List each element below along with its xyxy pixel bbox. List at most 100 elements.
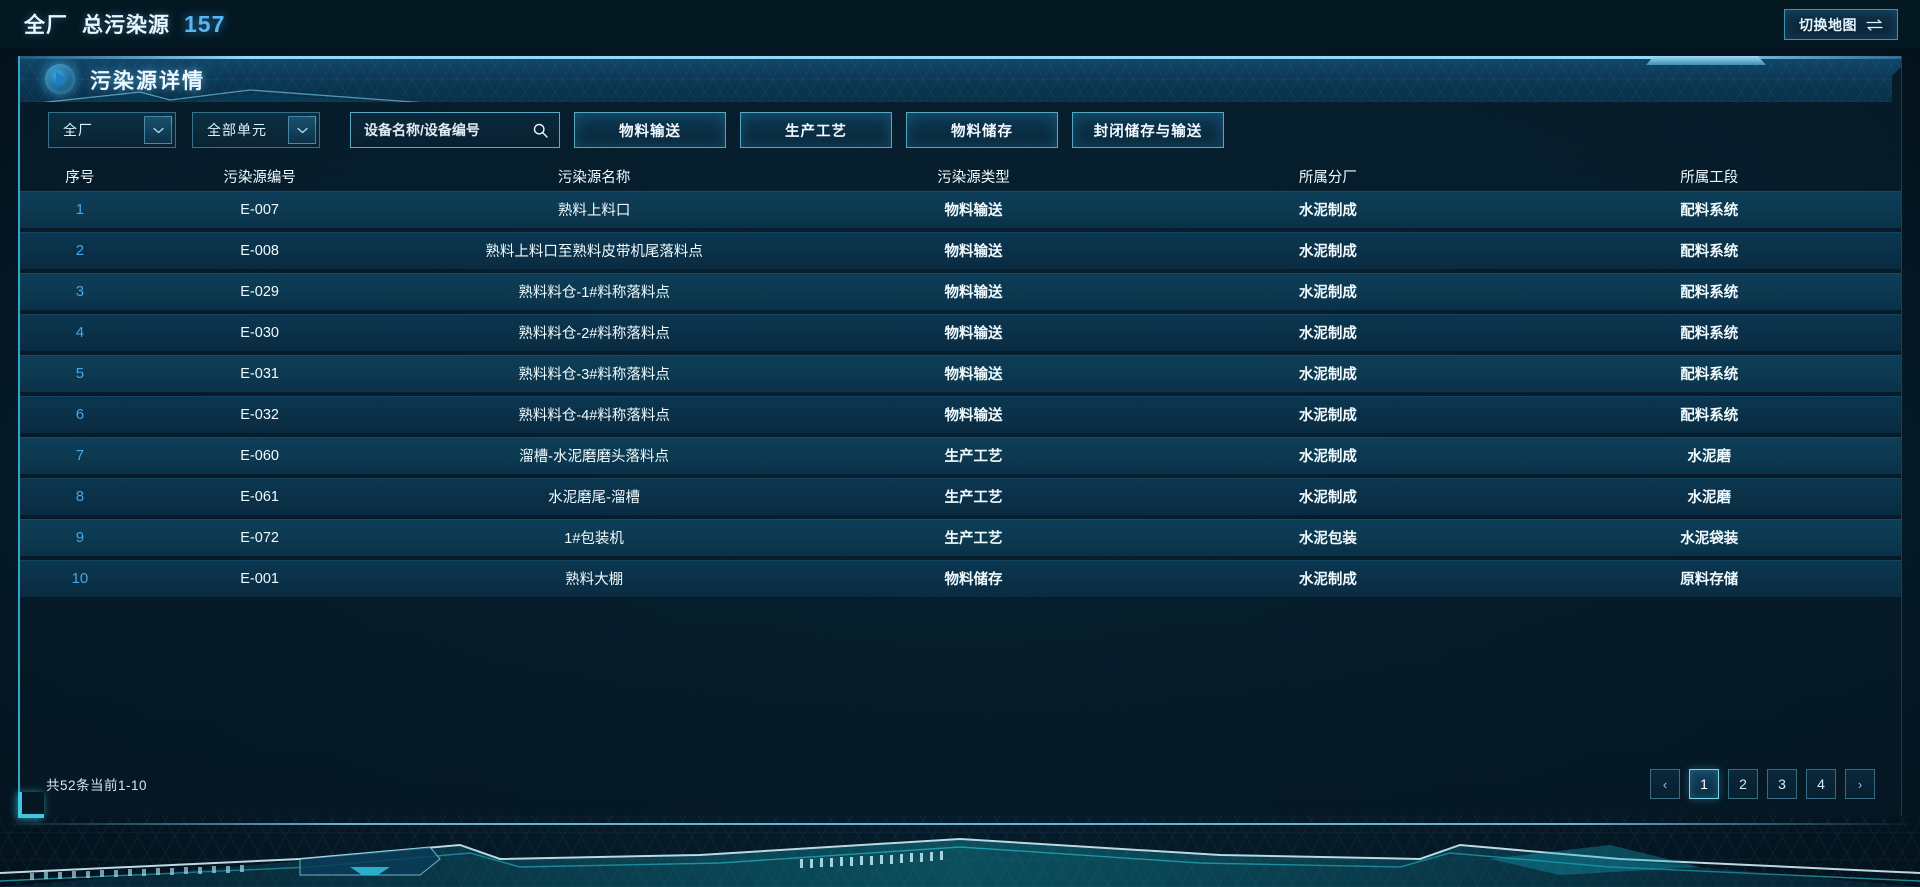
- table-row[interactable]: 3 E-029 熟料料仓-1#料称落料点 物料输送 水泥制成 配料系统: [20, 273, 1901, 310]
- pagination-page-3[interactable]: 3: [1767, 769, 1797, 799]
- cell-section: 配料系统: [1680, 203, 1739, 219]
- chevron-down-icon[interactable]: [288, 116, 316, 144]
- table-row[interactable]: 2 E-008 熟料上料口至熟料皮带机尾落料点 物料输送 水泥制成 配料系统: [20, 232, 1901, 269]
- cell-name: 熟料大棚: [565, 572, 624, 588]
- cell-plant: 水泥制成: [1298, 326, 1357, 342]
- cell-index: 1: [75, 201, 85, 218]
- filter-button-material-transport[interactable]: 物料输送: [574, 112, 726, 148]
- plant-select[interactable]: 全厂: [48, 112, 176, 148]
- switch-map-button[interactable]: 切换地图: [1784, 9, 1898, 40]
- table-row[interactable]: 10 E-001 熟料大棚 物料储存 水泥制成 原料存储: [20, 560, 1901, 597]
- cell-code: E-029: [240, 283, 279, 300]
- table-body: 1 E-007 熟料上料口 物料输送 水泥制成 配料系统 2 E-008 熟料上料口至熟料皮带机…: [20, 191, 1901, 601]
- cell-plant: 水泥制成: [1298, 449, 1357, 465]
- cell-code: E-072: [240, 529, 279, 546]
- cell-section: 配料系统: [1680, 244, 1739, 260]
- pagination-prev-button[interactable]: ‹: [1650, 769, 1680, 799]
- cell-name: 水泥磨尾-溜槽: [548, 490, 640, 506]
- cell-plant: 水泥制成: [1298, 572, 1357, 588]
- column-header-code: 污染源编号: [223, 169, 296, 186]
- cell-plant: 水泥制成: [1298, 367, 1357, 383]
- cell-section: 配料系统: [1680, 326, 1739, 342]
- cell-type: 物料输送: [944, 285, 1003, 301]
- cell-type: 生产工艺: [944, 449, 1003, 465]
- pollution-source-panel: 污染源详情 全厂 全部单元: [18, 56, 1902, 818]
- play-circle-icon: [45, 64, 75, 94]
- cell-section: 配料系统: [1680, 367, 1739, 383]
- panel-corner-decor: [18, 792, 44, 818]
- pagination-page-1[interactable]: 1: [1689, 769, 1719, 799]
- bottom-hud-decoration: [0, 815, 1920, 887]
- table-row[interactable]: 8 E-061 水泥磨尾-溜槽 生产工艺 水泥制成 水泥磨: [20, 478, 1901, 515]
- table-row[interactable]: 9 E-072 1#包装机 生产工艺 水泥包装 水泥袋装: [20, 519, 1901, 556]
- switch-map-label: 切换地图: [1799, 16, 1857, 33]
- cell-code: E-007: [240, 201, 279, 218]
- search-box[interactable]: [350, 112, 590, 148]
- pagination-page-2[interactable]: 2: [1728, 769, 1758, 799]
- plant-select-value: 全厂: [63, 122, 93, 138]
- cell-name: 熟料料仓-4#料称落料点: [518, 408, 670, 424]
- filter-toolbar: 全厂 全部单元: [30, 111, 1224, 149]
- cell-index: 10: [71, 570, 89, 587]
- table-row[interactable]: 7 E-060 溜槽-水泥磨磨头落料点 生产工艺 水泥制成 水泥磨: [20, 437, 1901, 474]
- cell-section: 水泥磨: [1687, 449, 1732, 465]
- unit-select-value: 全部单元: [207, 122, 267, 138]
- cell-plant: 水泥制成: [1298, 490, 1357, 506]
- hexagon-pattern-decor: [20, 56, 1901, 102]
- hud-top-line: [0, 823, 1920, 825]
- cell-index: 2: [75, 242, 85, 259]
- cell-name: 熟料上料口至熟料皮带机尾落料点: [485, 244, 703, 260]
- column-header-type: 污染源类型: [937, 169, 1010, 186]
- column-header-index: 序号: [65, 169, 95, 186]
- cell-type: 物料输送: [944, 203, 1003, 219]
- cell-type: 物料储存: [944, 572, 1003, 588]
- cell-type: 生产工艺: [944, 531, 1003, 547]
- cell-name: 熟料料仓-2#料称落料点: [518, 326, 670, 342]
- table-row[interactable]: 1 E-007 熟料上料口 物料输送 水泥制成 配料系统: [20, 191, 1901, 228]
- unit-select[interactable]: 全部单元: [192, 112, 320, 148]
- table-row[interactable]: 6 E-032 熟料料仓-4#料称落料点 物料输送 水泥制成 配料系统: [20, 396, 1901, 433]
- cell-plant: 水泥制成: [1298, 285, 1357, 301]
- banner-notch-decor: [1646, 56, 1766, 65]
- table-row[interactable]: 4 E-030 熟料料仓-2#料称落料点 物料输送 水泥制成 配料系统: [20, 314, 1901, 351]
- cell-section: 水泥磨: [1687, 490, 1732, 506]
- column-header-name: 污染源名称: [557, 169, 631, 186]
- cell-name: 溜槽-水泥磨磨头落料点: [519, 449, 669, 465]
- pagination-page-4[interactable]: 4: [1806, 769, 1836, 799]
- cell-code: E-031: [240, 365, 279, 382]
- cell-section: 配料系统: [1680, 408, 1739, 424]
- cell-type: 物料输送: [944, 367, 1003, 383]
- cell-type: 物料输送: [944, 326, 1003, 342]
- hud-vector-art: [0, 837, 1920, 887]
- total-count-text: 共52条当前1-10: [46, 778, 148, 793]
- pagination-next-button[interactable]: ›: [1845, 769, 1875, 799]
- cell-name: 熟料料仓-1#料称落料点: [518, 285, 670, 301]
- panel-title: 污染源详情: [90, 70, 205, 93]
- filter-button-enclosed-storage-transport[interactable]: 封闭储存与输送: [1072, 112, 1224, 148]
- cell-type: 物料输送: [944, 408, 1003, 424]
- pagination: ‹ 1 2 3 4 ›: [1650, 769, 1875, 799]
- cell-code: E-030: [240, 324, 279, 341]
- cell-code: E-008: [240, 242, 279, 259]
- column-header-section: 所属工段: [1680, 169, 1739, 186]
- filter-button-production-process[interactable]: 生产工艺: [740, 112, 892, 148]
- chevron-down-icon[interactable]: [144, 116, 172, 144]
- cell-section: 水泥袋装: [1680, 531, 1739, 547]
- cell-code: E-060: [240, 447, 279, 464]
- cell-name: 熟料上料口: [557, 203, 631, 219]
- table-row[interactable]: 5 E-031 熟料料仓-3#料称落料点 物料输送 水泥制成 配料系统: [20, 355, 1901, 392]
- cell-code: E-001: [240, 570, 279, 587]
- banner-swoosh-decor: [20, 89, 440, 102]
- cell-plant: 水泥制成: [1298, 203, 1357, 219]
- filter-button-material-storage[interactable]: 物料储存: [906, 112, 1058, 148]
- search-input[interactable]: [351, 113, 590, 147]
- cell-type: 物料输送: [944, 244, 1003, 260]
- cell-index: 5: [75, 365, 85, 382]
- top-bar: 全厂 总污染源 157 切换地图: [0, 0, 1920, 48]
- metric-value: 157: [184, 11, 226, 37]
- cell-plant: 水泥包装: [1298, 531, 1357, 547]
- page-title: 全厂 总污染源 157: [24, 9, 225, 39]
- cell-code: E-032: [240, 406, 279, 423]
- cell-index: 7: [75, 447, 85, 464]
